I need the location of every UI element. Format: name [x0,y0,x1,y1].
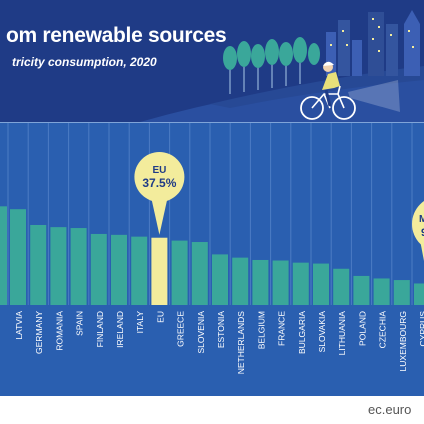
callout-right-pointer [420,240,424,261]
callout-right-bubble [412,201,424,247]
bar-poland [353,275,370,305]
bar-italy [131,236,148,305]
bar-lithuania [333,268,350,305]
callout-eu-name: EU [152,165,166,176]
bar-belgium [252,259,269,305]
tick-label: SPAIN [75,311,85,336]
tick-label: LITHUANIA [337,311,347,356]
tick-label: BULGARIA [297,311,307,354]
tick-label: IRELAND [115,311,125,348]
callout-eu-pointer [150,194,169,235]
tick-label: LUXEMBOURG [398,311,408,371]
bar-slovakia [313,263,329,305]
callout-eu-value: 37.5% [142,176,176,190]
bar-luxembourg [393,280,410,305]
bar-estonia [212,254,228,305]
trees-icon [223,37,320,94]
header-banner: om renewable sources tricity consumption… [0,0,424,122]
callout-right-value: 9 [421,227,424,239]
callout-eu-bubble [134,152,185,202]
bar-ireland [111,234,127,305]
cyclist-city-illustration [140,10,424,122]
tick-label: SLOVENIA [196,311,206,354]
bar-netherlands [232,257,249,305]
tick-label: NETHERLANDS [236,311,246,375]
bar-cyprus [414,283,424,305]
bike-light-beam [348,80,400,112]
tick-label: ROMANIA [54,311,64,351]
bar-czechia [373,278,390,305]
tick-label: GREECE [176,311,186,347]
callout-right-name: M [419,214,424,225]
bar-chart: LATVIA GERMANY ROMANIA SPAIN FINLAND IRELAND I… [0,122,424,375]
chart-title: om renewable sources [6,24,227,47]
bar-spain [70,228,87,305]
bar-bulgaria [292,262,309,305]
bar-eu [151,237,168,305]
tick-label: CYPRUS [418,311,424,347]
bar-france [272,260,289,305]
tick-label: FINLAND [95,311,105,347]
bar-greece [171,240,188,305]
footer: ec.euro [0,396,424,424]
tick-label: ESTONIA [216,311,226,348]
tick-label: POLAND [357,311,367,346]
tick-label: ITALY [135,311,145,334]
bar-slovenia [191,242,208,305]
bar-latvia [10,209,26,305]
source-url: ec.euro [368,402,412,417]
bar-romania [50,227,67,305]
bar-germany [30,224,47,305]
bar-finland [90,233,107,305]
tick-label: GERMANY [34,311,44,354]
cyclist-icon [300,61,356,120]
tick-label: SLOVAKIA [317,311,327,353]
tick-label: EU [155,311,165,323]
bar-partial-left [0,206,7,305]
tick-label: CZECHIA [378,311,388,349]
city-skyline-icon [326,10,420,76]
chart-plot-area: LATVIA GERMANY ROMANIA SPAIN FINLAND IRELAND I… [0,122,424,396]
hill-back-shape [210,66,424,108]
tick-label: FRANCE [277,311,287,346]
tick-label: LATVIA [14,311,24,340]
chart-subtitle: tricity consumption, 2020 [12,55,157,69]
tick-label: BELGIUM [256,311,266,349]
